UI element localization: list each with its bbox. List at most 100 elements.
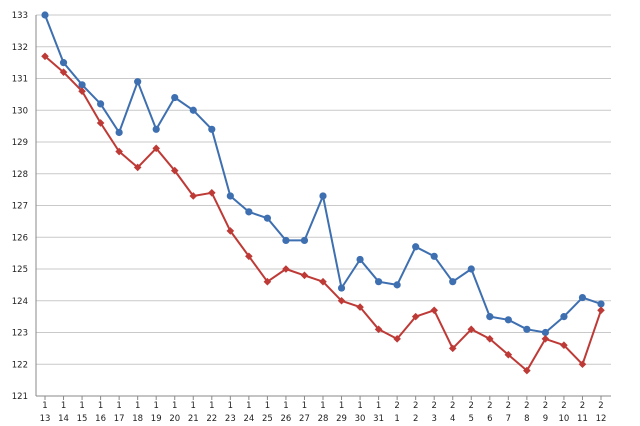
x-tick-label-day: 16 — [95, 414, 106, 424]
data-point — [282, 236, 290, 245]
x-tick-label-month: 1 — [61, 401, 66, 411]
x-tick-label-day: 27 — [299, 414, 310, 424]
data-point — [393, 281, 401, 289]
x-tick-label-month: 1 — [116, 401, 121, 411]
data-point — [300, 236, 309, 245]
data-point — [319, 277, 327, 286]
data-point — [41, 52, 49, 61]
data-point — [282, 265, 290, 273]
x-tick-label-month: 1 — [98, 401, 103, 411]
x-tick-label-month: 2 — [506, 401, 511, 411]
data-point — [208, 125, 216, 133]
data-point — [486, 335, 494, 343]
y-tick-label: 121 — [12, 392, 28, 402]
x-tick-label-day: 7 — [506, 414, 511, 424]
data-point — [59, 68, 68, 76]
data-point — [504, 350, 513, 359]
x-tick-label-day: 21 — [188, 414, 199, 424]
data-point — [467, 325, 476, 334]
data-point — [356, 303, 364, 311]
x-tick-label-month: 1 — [265, 401, 270, 411]
x-tick-label-month: 1 — [246, 401, 251, 411]
x-tick-label-month: 1 — [172, 401, 177, 411]
x-tick-label-day: 8 — [524, 414, 529, 424]
x-tick-label-month: 1 — [79, 401, 84, 411]
data-point — [300, 271, 309, 280]
y-tick-label: 132 — [12, 43, 28, 53]
data-point — [541, 335, 550, 343]
x-tick-label-month: 2 — [543, 401, 548, 411]
y-tick-label: 127 — [12, 202, 28, 212]
series-lines — [41, 11, 605, 375]
data-point — [59, 59, 68, 67]
y-tick-label: 122 — [12, 360, 28, 370]
data-point — [337, 296, 346, 305]
data-point — [597, 306, 605, 315]
data-point — [374, 325, 383, 334]
data-point — [597, 300, 605, 308]
y-tick-label: 126 — [12, 233, 28, 243]
x-tick-label-month: 1 — [302, 401, 307, 411]
x-tick-label-day: 23 — [225, 414, 236, 424]
data-point — [189, 192, 198, 200]
x-tick-label-day: 1 — [394, 414, 399, 424]
x-tick-label-day: 22 — [206, 414, 217, 424]
data-point — [578, 293, 587, 302]
x-tick-label-day: 10 — [559, 414, 570, 424]
data-point — [375, 278, 383, 286]
x-tick-label-day: 12 — [596, 414, 607, 424]
data-point — [96, 119, 105, 127]
x-tick-label-month: 1 — [283, 401, 288, 411]
x-axis-tick-labels: 1131141151161171181191201211221231241251… — [40, 401, 607, 424]
data-point — [523, 366, 531, 375]
x-tick-label-day: 9 — [543, 414, 548, 424]
data-point — [337, 284, 346, 292]
data-point — [78, 87, 86, 95]
data-point — [171, 93, 179, 102]
x-tick-label-day: 26 — [281, 414, 292, 424]
x-tick-label-month: 2 — [469, 401, 474, 411]
data-point — [189, 106, 197, 114]
data-point — [78, 81, 86, 89]
data-point — [448, 344, 457, 353]
x-tick-label-day: 15 — [77, 414, 88, 424]
data-point — [152, 125, 160, 133]
data-point — [245, 208, 253, 216]
series-2 — [41, 52, 605, 375]
data-point — [226, 227, 235, 235]
x-tick-label-month: 1 — [228, 401, 233, 411]
y-tick-label: 124 — [12, 297, 28, 307]
data-point — [467, 265, 475, 273]
x-tick-label-day: 17 — [114, 414, 125, 424]
data-point — [245, 252, 253, 261]
series-1 — [41, 11, 605, 337]
x-tick-label-day: 18 — [132, 414, 143, 424]
x-tick-label-day: 30 — [355, 414, 366, 424]
data-point — [430, 306, 438, 315]
data-point — [560, 313, 568, 321]
data-point — [393, 335, 401, 343]
data-point — [152, 144, 160, 153]
x-tick-label-month: 1 — [42, 401, 47, 411]
data-point — [208, 189, 216, 197]
x-tick-label-month: 1 — [320, 401, 325, 411]
x-tick-label-day: 29 — [336, 414, 347, 424]
data-point — [134, 78, 142, 86]
data-point — [412, 243, 420, 251]
x-tick-label-month: 1 — [339, 401, 344, 411]
data-point — [356, 255, 364, 264]
data-point — [226, 192, 234, 200]
x-tick-label-day: 11 — [577, 414, 588, 424]
x-tick-label-month: 2 — [413, 401, 418, 411]
x-tick-label-month: 1 — [191, 401, 196, 411]
x-tick-label-month: 2 — [580, 401, 585, 411]
x-tick-label-day: 13 — [40, 414, 51, 424]
x-tick-label-day: 5 — [469, 414, 474, 424]
x-tick-label-month: 2 — [450, 401, 455, 411]
x-tick-label-month: 2 — [598, 401, 603, 411]
x-tick-label-day: 25 — [262, 414, 273, 424]
data-point — [411, 312, 420, 321]
data-point — [319, 192, 327, 200]
data-point — [578, 360, 587, 369]
